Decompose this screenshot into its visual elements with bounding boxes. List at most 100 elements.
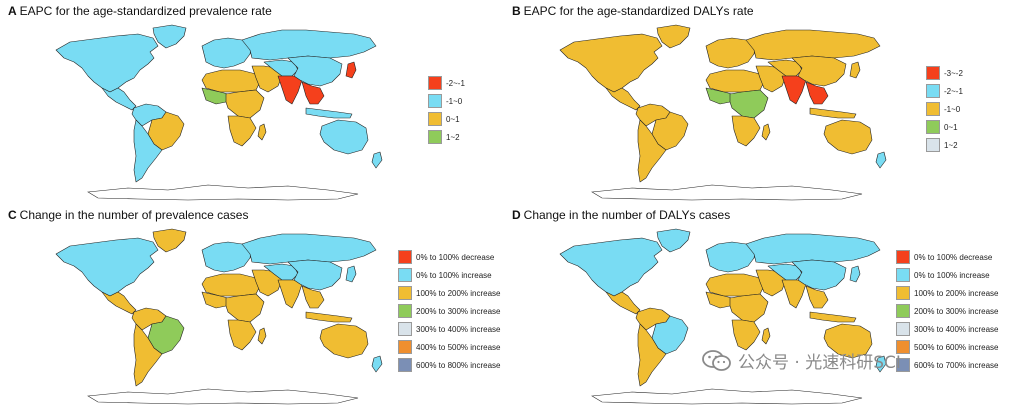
- region-southern-africa: [731, 319, 761, 351]
- legend-swatch: [896, 250, 910, 264]
- wechat-icon: [702, 349, 731, 371]
- panel-letter: C: [8, 208, 17, 222]
- legend-label: 0% to 100% decrease: [416, 252, 495, 262]
- watermark: 公众号 · 光速科研SCI: [702, 348, 901, 373]
- region-central-africa: [729, 89, 769, 119]
- region-southern-africa: [227, 319, 257, 351]
- legend-item: 1~2: [428, 128, 465, 146]
- legend-item: 1~2: [926, 136, 963, 154]
- legend-item: 300% to 400% increase: [896, 320, 999, 338]
- region-middle-east: [755, 269, 787, 297]
- region-japan: [345, 265, 357, 283]
- region-japan: [849, 61, 861, 79]
- region-new-zealand: [875, 151, 887, 169]
- panel-title-text: Change in the number of DALYs cases: [523, 208, 731, 222]
- legend-item: 400% to 500% increase: [398, 338, 501, 356]
- region-south-asia: [781, 75, 807, 105]
- region-central-asia: [263, 263, 299, 281]
- region-central-america: [605, 291, 641, 315]
- region-central-africa: [729, 293, 769, 323]
- legend-label: 300% to 400% increase: [416, 324, 501, 334]
- panel-title-text: Change in the number of prevalence cases: [19, 208, 249, 222]
- region-china: [287, 55, 343, 87]
- region-southeast-asia: [301, 81, 325, 105]
- legend-label: -2~-1: [944, 86, 963, 96]
- legend-swatch: [896, 358, 910, 372]
- world-map: [55, 228, 383, 405]
- panel-letter: D: [512, 208, 521, 222]
- region-madagascar: [257, 123, 267, 141]
- region-new-zealand: [875, 355, 887, 373]
- legend-item: -3~-2: [926, 64, 963, 82]
- region-north-america: [559, 237, 663, 297]
- legend-label: 500% to 600% increase: [914, 342, 999, 352]
- region-australia: [823, 119, 873, 155]
- region-south-asia: [277, 75, 303, 105]
- legend-label: 0~1: [446, 114, 460, 124]
- legend: 0% to 100% decrease 0% to 100% increase 10…: [896, 248, 999, 374]
- region-new-zealand: [371, 151, 383, 169]
- region-russia: [241, 29, 377, 61]
- region-madagascar: [761, 327, 771, 345]
- legend-label: 1~2: [944, 140, 958, 150]
- region-south-asia: [277, 279, 303, 309]
- region-middle-east: [755, 65, 787, 93]
- legend-swatch: [896, 286, 910, 300]
- region-antarctica: [591, 184, 863, 201]
- region-china: [287, 259, 343, 291]
- region-north-africa: [201, 273, 261, 297]
- legend-swatch: [926, 66, 940, 80]
- legend-label: 0% to 100% increase: [416, 270, 492, 280]
- legend-swatch: [428, 112, 442, 126]
- legend-item: 100% to 200% increase: [398, 284, 501, 302]
- region-north-america: [55, 33, 159, 93]
- region-north-africa: [705, 69, 765, 93]
- legend-swatch: [926, 120, 940, 134]
- legend-swatch: [398, 358, 412, 372]
- region-japan: [849, 265, 861, 283]
- legend-swatch: [896, 304, 910, 318]
- region-australia: [319, 119, 369, 155]
- region-antarctica: [87, 388, 359, 405]
- legend-label: 600% to 800% increase: [416, 360, 501, 370]
- region-china: [791, 259, 847, 291]
- region-central-asia: [767, 263, 803, 281]
- region-central-america: [101, 87, 137, 111]
- panel-b: B EAPC for the age-standardized DALYs rat…: [512, 4, 1012, 204]
- world-map: [559, 24, 887, 201]
- region-australia: [823, 323, 873, 359]
- legend-item: 200% to 300% increase: [398, 302, 501, 320]
- region-europe: [705, 37, 757, 69]
- legend-label: 0% to 100% decrease: [914, 252, 993, 262]
- region-europe: [201, 241, 253, 273]
- panel-letter: A: [8, 4, 17, 18]
- region-indonesia: [305, 311, 353, 323]
- watermark-text: 公众号 · 光速科研SCI: [738, 353, 901, 373]
- legend-item: 0~1: [428, 110, 465, 128]
- region-russia: [241, 233, 377, 265]
- legend-label: -1~0: [944, 104, 961, 114]
- region-indonesia: [305, 107, 353, 119]
- region-madagascar: [761, 123, 771, 141]
- region-russia: [745, 233, 881, 265]
- region-southern-africa: [731, 115, 761, 147]
- region-russia: [745, 29, 881, 61]
- legend-swatch: [398, 268, 412, 282]
- panel-title: C Change in the number of prevalence case…: [8, 208, 248, 222]
- legend-swatch: [398, 322, 412, 336]
- legend-item: 0% to 100% decrease: [896, 248, 999, 266]
- legend-item: 0% to 100% increase: [398, 266, 501, 284]
- legend-swatch: [926, 102, 940, 116]
- region-europe: [705, 241, 757, 273]
- region-north-america: [55, 237, 159, 297]
- region-madagascar: [257, 327, 267, 345]
- region-central-america: [605, 87, 641, 111]
- region-south-america-south: [637, 119, 667, 183]
- region-europe: [201, 37, 253, 69]
- legend-label: -2~-1: [446, 78, 465, 88]
- legend-swatch: [896, 340, 910, 354]
- legend-label: 400% to 500% increase: [416, 342, 501, 352]
- legend-item: -1~0: [926, 100, 963, 118]
- legend-label: 200% to 300% increase: [416, 306, 501, 316]
- legend-item: 300% to 400% increase: [398, 320, 501, 338]
